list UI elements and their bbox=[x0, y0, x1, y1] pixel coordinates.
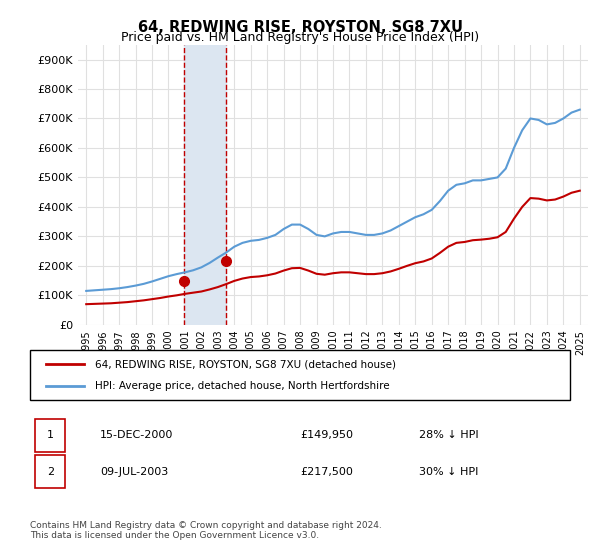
Text: £149,950: £149,950 bbox=[300, 431, 353, 440]
Text: 2: 2 bbox=[47, 467, 54, 477]
Text: Contains HM Land Registry data © Crown copyright and database right 2024.
This d: Contains HM Land Registry data © Crown c… bbox=[30, 521, 382, 540]
Text: 28% ↓ HPI: 28% ↓ HPI bbox=[419, 431, 478, 440]
FancyBboxPatch shape bbox=[35, 455, 65, 488]
Text: 30% ↓ HPI: 30% ↓ HPI bbox=[419, 467, 478, 477]
Text: Price paid vs. HM Land Registry's House Price Index (HPI): Price paid vs. HM Land Registry's House … bbox=[121, 31, 479, 44]
Bar bbox=[184, 45, 226, 325]
Text: £217,500: £217,500 bbox=[300, 467, 353, 477]
Text: HPI: Average price, detached house, North Hertfordshire: HPI: Average price, detached house, Nort… bbox=[95, 381, 389, 391]
FancyBboxPatch shape bbox=[30, 350, 570, 400]
Text: 64, REDWING RISE, ROYSTON, SG8 7XU (detached house): 64, REDWING RISE, ROYSTON, SG8 7XU (deta… bbox=[95, 359, 396, 369]
Text: 15-DEC-2000: 15-DEC-2000 bbox=[100, 431, 173, 440]
FancyBboxPatch shape bbox=[35, 419, 65, 452]
Text: 64, REDWING RISE, ROYSTON, SG8 7XU: 64, REDWING RISE, ROYSTON, SG8 7XU bbox=[137, 20, 463, 35]
Text: 1: 1 bbox=[47, 431, 54, 440]
Text: 09-JUL-2003: 09-JUL-2003 bbox=[100, 467, 169, 477]
